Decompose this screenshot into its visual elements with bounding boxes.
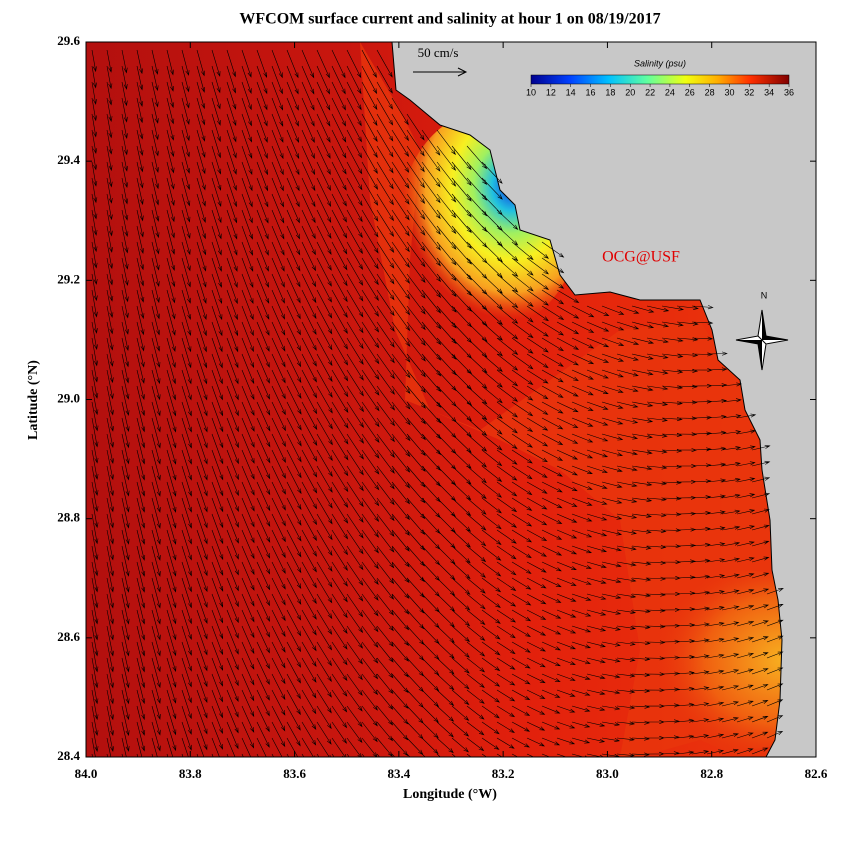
y-tick-label: 29.0: [57, 390, 80, 405]
colorbar-tick-label: 14: [566, 87, 576, 97]
compass-shade: [736, 310, 788, 370]
x-axis-label: Longitude (°W): [403, 787, 497, 802]
colorbar-tick-label: 18: [605, 87, 615, 97]
compass-north: N: [761, 290, 768, 300]
scale-label: 50 cm/s: [418, 45, 459, 60]
colorbar-tick-label: 28: [705, 87, 715, 97]
colorbar-tick-label: 30: [724, 87, 734, 97]
y-tick-label: 28.6: [57, 629, 80, 644]
x-tick-label: 84.0: [75, 766, 98, 781]
credit: OCG@USF: [602, 249, 680, 266]
x-tick-label: 83.6: [283, 766, 306, 781]
colorbar-tick-label: 20: [625, 87, 635, 97]
y-tick-label: 29.4: [57, 152, 80, 167]
current-field: [91, 49, 784, 757]
title: WFCOM surface current and salinity at ho…: [239, 11, 660, 28]
colorbar-tick-label: 22: [645, 87, 655, 97]
y-tick-label: 29.6: [57, 33, 80, 48]
compass: N: [735, 290, 789, 371]
colorbar-tick-label: 32: [744, 87, 754, 97]
x-tick-label: 82.6: [805, 766, 828, 781]
x-tick-label: 83.0: [596, 766, 619, 781]
colorbar-tick-label: 36: [784, 87, 794, 97]
y-tick-label: 28.8: [57, 510, 80, 525]
y-tick-label: 28.4: [57, 748, 80, 763]
colorbar-title: Salinity (psu): [634, 58, 686, 68]
south-plume: [630, 570, 816, 750]
y-tick-label: 29.2: [57, 271, 80, 286]
colorbar-tick-label: 24: [665, 87, 675, 97]
colorbar-tick-label: 26: [685, 87, 695, 97]
y-axis-label: Latitude (°N): [26, 360, 41, 440]
colorbar: [530, 74, 790, 85]
coastal-water: [360, 42, 790, 757]
current-arrows: [91, 49, 784, 757]
x-tick-label: 82.8: [700, 766, 723, 781]
scale-arrow-head: [457, 67, 468, 77]
x-tick-label: 83.2: [492, 766, 515, 781]
colorbar-tick-label: 12: [546, 87, 556, 97]
x-tick-label: 83.4: [387, 766, 410, 781]
colorbar-tick-label: 16: [586, 87, 596, 97]
x-tick-label: 83.8: [179, 766, 202, 781]
colorbar-tick-label: 10: [526, 87, 536, 97]
map-area: [86, 42, 816, 757]
colorbar-tick-label: 34: [764, 87, 774, 97]
